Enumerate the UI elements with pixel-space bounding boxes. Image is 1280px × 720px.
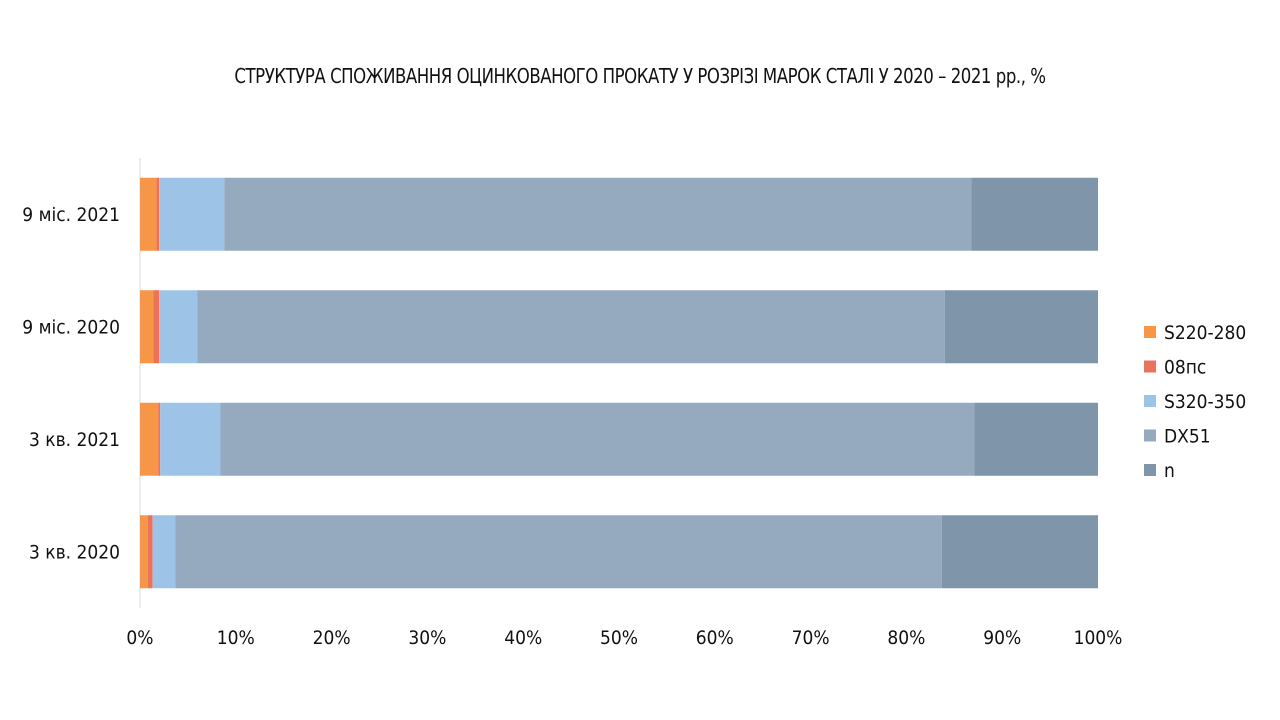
y-tick-label: 9 міс. 2020 — [22, 317, 120, 339]
bar-segment — [147, 515, 153, 589]
x-tick-label: 20% — [313, 627, 351, 649]
chart-title: СТРУКТУРА СПОЖИВАННЯ ОЦИНКОВАНОГО ПРОКАТ… — [234, 64, 1046, 88]
bar-segment — [197, 290, 945, 364]
bar-segment — [220, 402, 975, 476]
legend-swatch — [1144, 360, 1156, 373]
legend-swatch — [1144, 326, 1156, 338]
bar-segment — [944, 290, 1098, 364]
legend-label: S220-280 — [1164, 322, 1246, 344]
bar-segment — [941, 515, 1098, 589]
bar-segment — [152, 515, 176, 589]
x-tick-label: 0% — [126, 627, 153, 649]
bar-segment — [156, 177, 160, 251]
y-tick-label: 9 міс. 2021 — [22, 204, 120, 226]
bar-segment — [224, 177, 972, 251]
x-tick-label: 80% — [887, 627, 925, 649]
bar-segment — [140, 515, 148, 589]
x-tick-label: 10% — [217, 627, 255, 649]
legend-swatch — [1144, 464, 1156, 476]
bar-segment — [158, 402, 161, 476]
legend-swatch — [1144, 395, 1156, 407]
legend-label: DX51 — [1164, 426, 1211, 448]
x-tick-label: 90% — [983, 627, 1021, 649]
bar-segment — [175, 515, 942, 589]
x-tick-label: 40% — [504, 627, 542, 649]
bar-segment — [974, 402, 1098, 476]
y-tick-label: 3 кв. 2021 — [29, 429, 120, 451]
y-tick-label: 3 кв. 2020 — [29, 542, 120, 564]
bar-segment — [140, 177, 157, 251]
x-tick-label: 100% — [1074, 627, 1123, 649]
bar-segment — [159, 290, 198, 364]
legend-swatch — [1144, 429, 1156, 442]
bar-segment — [140, 290, 154, 364]
legend-label: 08пс — [1164, 357, 1206, 379]
x-tick-label: 70% — [792, 627, 830, 649]
legend-label: n — [1164, 460, 1175, 482]
bar-segment — [160, 402, 221, 476]
x-tick-label: 60% — [696, 627, 734, 649]
bar-segment — [153, 290, 160, 364]
bar-segment — [971, 177, 1098, 251]
bar-segment — [159, 177, 225, 251]
legend-label: S320-350 — [1164, 391, 1246, 413]
bar-segment — [140, 402, 159, 476]
x-tick-label: 30% — [408, 627, 446, 649]
x-tick-label: 50% — [600, 627, 638, 649]
